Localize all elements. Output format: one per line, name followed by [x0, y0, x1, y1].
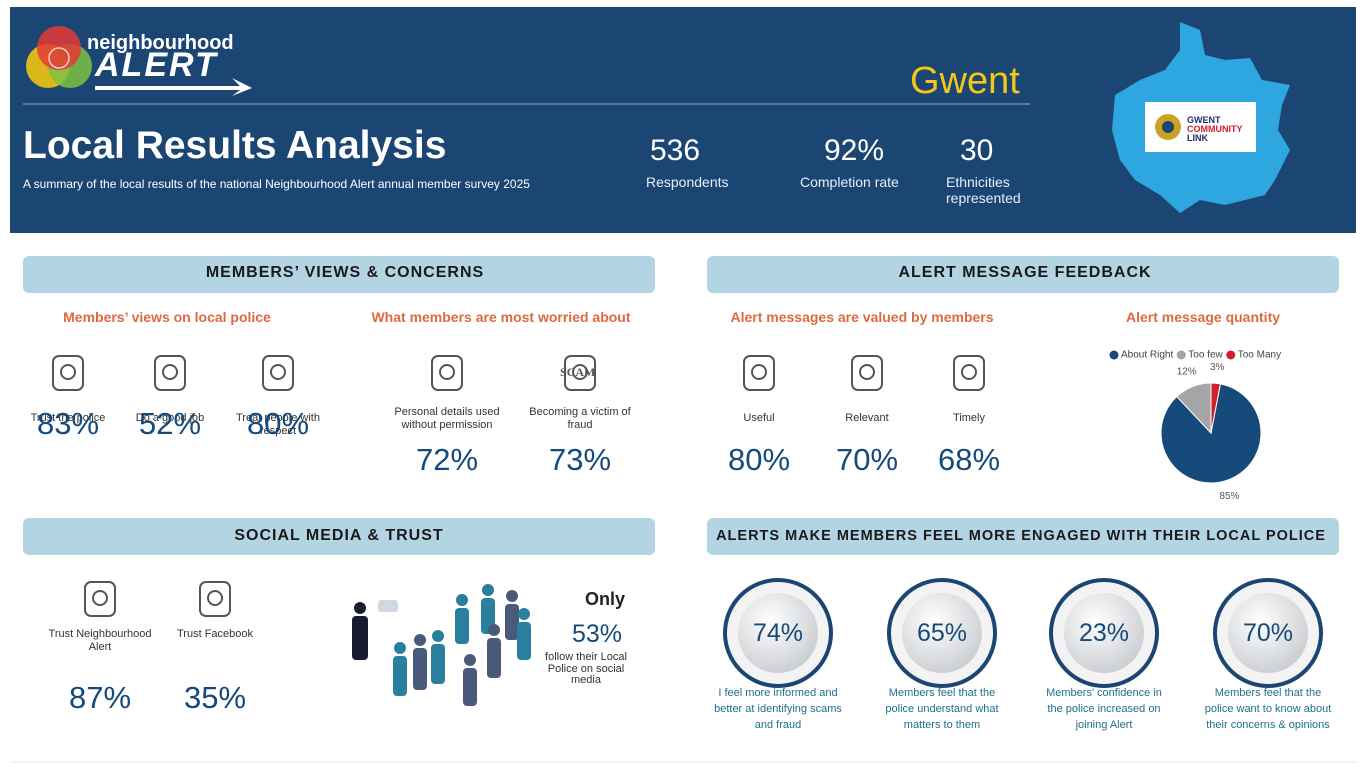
item-value: 72% [415, 442, 479, 477]
icon [84, 581, 116, 617]
page-subtitle: A summary of the local results of the na… [23, 177, 530, 191]
icon [851, 355, 883, 391]
stat-label: Respondents [646, 174, 729, 190]
subheading: Alert message quantity [1125, 309, 1281, 325]
subheading: Alert messages are valued by members [730, 309, 994, 325]
crowd-illustration [352, 584, 531, 706]
item-label: Becoming a victim of fraud [529, 406, 631, 431]
icon [564, 355, 596, 391]
legend-swatch [1109, 350, 1119, 360]
item-label: Useful [743, 412, 775, 424]
icon-detail [162, 364, 178, 380]
stat-label: Completion rate [800, 174, 899, 190]
stat-value: 536 [650, 134, 701, 167]
pie-value-label: 85% [1219, 491, 1239, 502]
item-value: 87% [68, 680, 132, 715]
engagement-text: I feel more informed and better at ident… [714, 687, 842, 731]
region-name: Gwent [910, 60, 1020, 102]
subheading: Members’ views on local police [63, 309, 271, 325]
engagement-value: 65% [916, 619, 968, 647]
page-title: Local Results Analysis [23, 124, 447, 167]
icon [52, 355, 84, 391]
item-value: 83% [36, 406, 100, 441]
logo-text: neighbourhood [87, 32, 234, 54]
ring-inner [1228, 593, 1308, 673]
ring-inner [902, 593, 982, 673]
pie-value-label: 3% [1210, 362, 1225, 373]
engagement-value: 74% [752, 619, 804, 647]
item-value: 73% [548, 442, 612, 477]
section-bars [23, 256, 1339, 555]
legend-swatch [1226, 350, 1236, 360]
engagement-rings [723, 578, 1323, 688]
item-value: 35% [183, 680, 247, 715]
item-label: Timely [953, 412, 985, 424]
follow-value: 53% [571, 620, 623, 648]
icon-detail [751, 364, 767, 380]
icon-detail [92, 590, 108, 606]
stat-label: Ethnicities represented [946, 174, 1021, 207]
item-value: 68% [937, 442, 1001, 477]
stat-value: 92% [824, 134, 885, 167]
ring-inner [738, 593, 818, 673]
partner-logo-text: GWENT [1187, 115, 1221, 125]
partner-logo-text: COMMUNITY [1187, 124, 1243, 134]
item-value: 70% [835, 442, 899, 477]
icon-detail [572, 364, 588, 380]
icon [953, 355, 985, 391]
item-value: 52% [138, 406, 202, 441]
partner-logo-text: LINK [1187, 133, 1208, 143]
item-label: Relevant [845, 412, 889, 424]
partner-badge-center [1162, 121, 1174, 133]
section-title: SOCIAL MEDIA & TRUST [234, 527, 444, 544]
item-label: Treat people with respect [236, 412, 320, 437]
icons [52, 355, 985, 617]
icon [431, 355, 463, 391]
section-title: MEMBERS’ VIEWS & CONCERNS [205, 264, 485, 281]
engagement-text: Members feel that the police understand … [885, 687, 999, 731]
icon-detail [439, 364, 455, 380]
icon [262, 355, 294, 391]
engagement-text: Members’ confidence in the police increa… [1046, 687, 1162, 731]
item-label: Personal details used without permission [394, 406, 500, 431]
logo-mark [26, 26, 252, 96]
logo-text: ALERT [95, 46, 218, 84]
legend-label: Too few [1188, 350, 1223, 361]
item-label: Trust Facebook [176, 628, 253, 640]
stat-value: 30 [960, 134, 994, 167]
icon-detail [60, 364, 76, 380]
icon-detail [270, 364, 286, 380]
icon-detail [207, 590, 223, 606]
item-label: Trust Neighbourhood Alert [48, 628, 152, 653]
follow-prefix: Only [584, 589, 625, 609]
legend-label: About Right [1121, 350, 1173, 361]
engagement-value: 70% [1242, 619, 1294, 647]
ring-inner [1064, 593, 1144, 673]
subheading: What members are most worried about [371, 309, 631, 325]
icon [199, 581, 231, 617]
legend-label: Too Many [1238, 350, 1281, 361]
engagement-value: 23% [1078, 619, 1130, 647]
legend-swatch [1176, 350, 1186, 360]
section-title: ALERT MESSAGE FEEDBACK [898, 264, 1152, 281]
pie-value-label: 12% [1177, 366, 1197, 377]
item-value: 80% [246, 406, 310, 441]
icon-detail [859, 364, 875, 380]
icon [154, 355, 186, 391]
item-value: 80% [727, 442, 791, 477]
section-title: ALERTS MAKE MEMBERS FEEL MORE ENGAGED WI… [716, 528, 1326, 544]
item-label: Do a good job [135, 412, 205, 424]
icon-text: SCAM [560, 365, 596, 379]
icon [743, 355, 775, 391]
icon-detail [961, 364, 977, 380]
pie-slice [1210, 382, 1221, 434]
engagement-text: Members feel that the police want to kno… [1204, 687, 1332, 731]
pie-chart: 85% 12% 3% About Right Too few Too Many [1109, 350, 1281, 502]
follow-text: follow their Local Police on social medi… [545, 651, 627, 687]
item-label: Trust the police [30, 412, 106, 424]
